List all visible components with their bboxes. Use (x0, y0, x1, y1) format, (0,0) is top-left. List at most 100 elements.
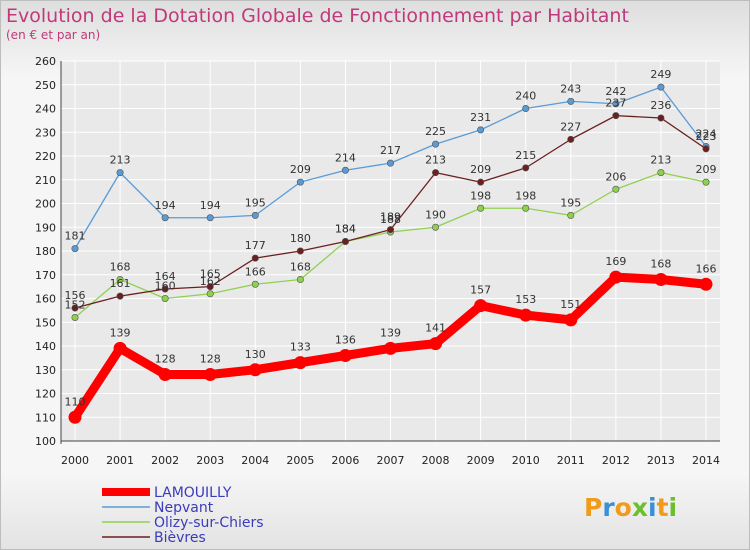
data-point (158, 368, 172, 381)
x-tick-label: 2004 (241, 454, 269, 467)
data-point (522, 105, 530, 113)
data-point (477, 204, 485, 212)
data-label: 133 (290, 341, 311, 354)
data-label: 190 (425, 208, 446, 221)
data-label: 151 (560, 298, 581, 311)
data-point (251, 254, 259, 262)
data-label: 161 (110, 277, 131, 290)
data-label: 231 (470, 111, 491, 124)
legend-entry: Nepvant (154, 500, 214, 516)
data-point (161, 285, 169, 293)
y-tick-label: 190 (35, 221, 56, 234)
y-tick-label: 110 (35, 411, 56, 424)
data-label: 153 (515, 293, 536, 306)
x-tick-label: 2009 (467, 454, 495, 467)
data-label: 189 (380, 211, 401, 224)
data-point (71, 245, 79, 253)
data-point (341, 238, 349, 246)
data-point (432, 169, 440, 177)
x-tick-label: 2007 (377, 454, 405, 467)
data-label: 136 (335, 334, 356, 347)
data-label: 236 (650, 99, 671, 112)
data-label: 168 (110, 261, 131, 274)
x-tick-label: 2013 (647, 454, 675, 467)
data-point (657, 83, 665, 91)
y-tick-label: 170 (35, 269, 56, 282)
data-label: 213 (425, 154, 446, 167)
data-point (567, 211, 575, 219)
data-label: 168 (650, 258, 671, 271)
y-tick-label: 100 (35, 435, 56, 448)
y-tick-label: 160 (35, 293, 56, 306)
data-point (161, 214, 169, 222)
data-label: 130 (245, 348, 266, 361)
data-label: 194 (155, 199, 176, 212)
y-tick-label: 120 (35, 388, 56, 401)
x-tick-label: 2008 (422, 454, 450, 467)
data-label: 166 (245, 265, 266, 278)
data-label: 209 (470, 163, 491, 176)
data-label: 213 (110, 154, 131, 167)
data-point (71, 304, 79, 312)
data-label: 217 (380, 144, 401, 157)
data-label: 162 (200, 275, 221, 288)
data-point (432, 140, 440, 148)
data-point (522, 204, 530, 212)
data-label: 157 (470, 284, 491, 297)
x-tick-label: 2005 (286, 454, 314, 467)
chart-subtitle: (en € et par an) (6, 28, 100, 42)
data-point (609, 270, 623, 284)
x-tick-label: 2014 (692, 454, 720, 467)
data-label: 249 (650, 68, 671, 81)
logo-text: Proxiti (584, 493, 677, 522)
data-label: 165 (200, 268, 221, 281)
axes: 100 110 120 130 140 150 160 170 180 190 200 210 220 2… (35, 55, 720, 467)
data-label: 198 (515, 189, 536, 202)
data-point (206, 214, 214, 222)
data-label: 213 (650, 154, 671, 167)
data-point (612, 112, 620, 120)
data-point (702, 145, 710, 153)
chart-title: Evolution de la Dotation Globale de Fonc… (6, 5, 629, 27)
data-label: 166 (696, 262, 717, 275)
legend-entry: Bièvres (154, 530, 206, 546)
data-point (519, 308, 533, 322)
data-point (203, 368, 217, 381)
data-label: 184 (335, 223, 356, 236)
data-point (386, 226, 394, 234)
x-tick-label: 2012 (602, 454, 630, 467)
data-label: 164 (155, 270, 176, 283)
y-tick-label: 140 (35, 340, 56, 353)
data-label: 194 (200, 199, 221, 212)
y-tick-label: 260 (35, 55, 56, 68)
data-point (564, 313, 578, 327)
data-label: 195 (245, 196, 266, 209)
data-label: 215 (515, 149, 536, 162)
data-point (657, 169, 665, 177)
data-point (341, 166, 349, 174)
x-tick-label: 2010 (512, 454, 540, 467)
x-tick-label: 2002 (151, 454, 179, 467)
data-point (338, 349, 352, 362)
data-label: 195 (560, 196, 581, 209)
data-label: 156 (65, 289, 86, 302)
data-point (113, 341, 127, 355)
data-label: 209 (696, 163, 717, 176)
series-group (68, 83, 713, 424)
y-tick-label: 130 (35, 364, 56, 377)
data-label: 169 (605, 255, 626, 268)
y-tick-label: 200 (35, 198, 56, 211)
data-label: 198 (470, 189, 491, 202)
y-tick-label: 220 (35, 150, 56, 163)
x-tick-label: 2011 (557, 454, 585, 467)
x-tick-label: 2003 (196, 454, 224, 467)
data-label: 225 (425, 125, 446, 138)
data-label: 180 (290, 232, 311, 245)
data-point (429, 337, 443, 351)
data-label: 110 (65, 395, 86, 408)
data-label: 223 (696, 130, 717, 143)
data-point (161, 294, 169, 302)
data-point (477, 126, 485, 134)
y-tick-label: 250 (35, 79, 56, 92)
